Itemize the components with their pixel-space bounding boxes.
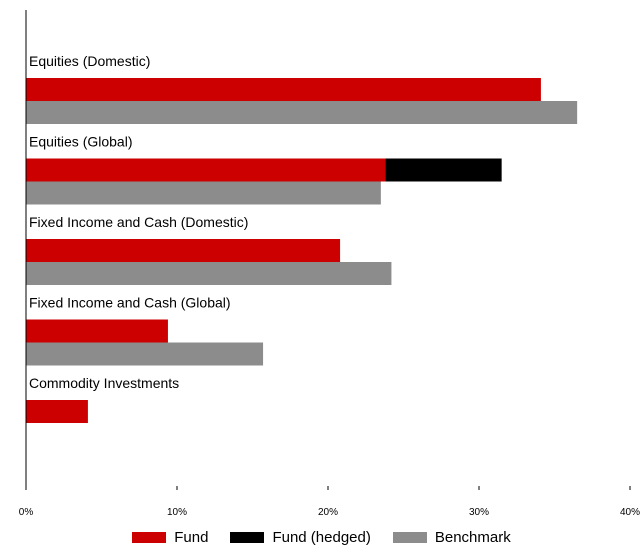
category-label-equities-global: Equities (Global) bbox=[29, 134, 133, 150]
legend-swatch-benchmark bbox=[392, 531, 427, 543]
x-tick-label-2: 20% bbox=[318, 507, 338, 518]
bar-fund-equities-domestic bbox=[26, 78, 541, 101]
allocation-bar-chart: Equities (Domestic) Equities (Global) Fixe… bbox=[19, 10, 640, 518]
legend-item-fund-hedged: Fund (hedged) bbox=[230, 528, 371, 546]
x-tick-label-3: 30% bbox=[469, 507, 489, 518]
category-label-equities-domestic: Equities (Domestic) bbox=[29, 53, 150, 69]
axes-layer: 0% 10% 20% 30% 40% bbox=[19, 10, 640, 518]
category-label-commodity-investments: Commodity Investments bbox=[29, 375, 179, 391]
legend-item-fund: Fund bbox=[132, 529, 208, 546]
legend-label-fund-hedged: Fund (hedged) bbox=[272, 528, 371, 546]
category-labels-layer: Equities (Domestic) Equities (Global) Fixe… bbox=[29, 53, 248, 391]
legend-swatch-fund bbox=[132, 531, 167, 543]
bar-fund-fixed-income-and-cash-global bbox=[26, 319, 168, 343]
x-tick-label-0: 0% bbox=[19, 507, 34, 518]
legend-item-benchmark: Benchmark bbox=[392, 528, 511, 546]
x-tick-label-4: 40% bbox=[620, 507, 640, 518]
bar-fund-fixed-income-and-cash-domestic bbox=[26, 239, 341, 262]
category-label-fixed-income-and-cash-global: Fixed Income and Cash (Global) bbox=[29, 295, 231, 311]
bar-fund-hedged-equities-global bbox=[385, 158, 502, 182]
x-tick-label-1: 10% bbox=[167, 507, 187, 518]
bar-benchmark-fixed-income-and-cash-global bbox=[26, 342, 264, 366]
bars-layer bbox=[26, 78, 578, 423]
category-label-fixed-income-and-cash-domestic: Fixed Income and Cash (Domestic) bbox=[29, 214, 248, 230]
bar-benchmark-equities-domestic bbox=[26, 101, 578, 124]
bar-fund-equities-global bbox=[26, 158, 386, 182]
legend-label-benchmark: Benchmark bbox=[434, 528, 511, 546]
bar-benchmark-equities-global bbox=[26, 181, 381, 205]
bar-benchmark-fixed-income-and-cash-domestic bbox=[26, 262, 392, 285]
legend-label-fund: Fund bbox=[174, 528, 209, 546]
legend-swatch-fund-hedged bbox=[230, 531, 265, 543]
bar-fund-commodity-investments bbox=[26, 400, 88, 423]
legend: Fund Fund (hedged) Benchmark bbox=[0, 527, 643, 547]
